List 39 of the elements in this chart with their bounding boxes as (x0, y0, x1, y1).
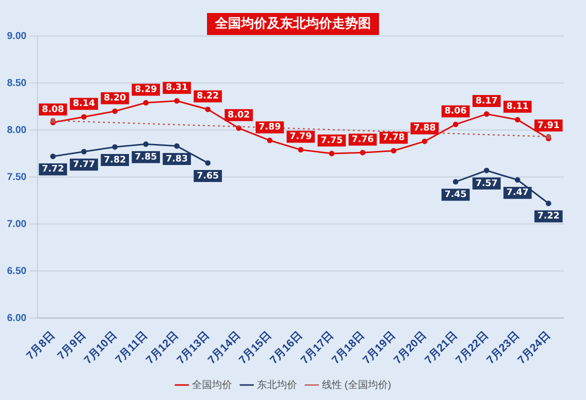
data-label: 8.17 (475, 96, 498, 106)
legend-label: 全国均价 (192, 378, 232, 391)
data-label: 7.82 (104, 155, 126, 166)
x-tick-label: 7月8日 (24, 330, 58, 362)
data-label: 7.47 (506, 188, 529, 198)
data-label: 8.06 (444, 106, 467, 117)
y-tick-label: 6.50 (6, 266, 27, 277)
y-tick-label: 7.00 (6, 218, 27, 230)
data-label: 7.79 (290, 132, 312, 142)
legend-label: 线性 (全国均价) (322, 378, 392, 391)
data-label: 8.11 (506, 102, 529, 112)
data-label: 7.83 (166, 154, 188, 164)
y-tick-label: 7.50 (6, 172, 27, 183)
data-label: 8.20 (104, 94, 126, 104)
data-label: 8.31 (166, 83, 188, 94)
data-label: 7.91 (537, 120, 560, 131)
data-label: 7.72 (42, 164, 64, 175)
y-tick-label: 8.00 (6, 124, 27, 136)
y-tick-label: 9.00 (6, 30, 27, 42)
data-label: 8.29 (134, 85, 157, 96)
y-tick-label: 8.50 (6, 78, 27, 89)
data-label: 7.85 (134, 152, 157, 162)
data-label: 8.02 (228, 110, 250, 121)
data-label: 8.08 (42, 104, 64, 115)
data-label: 7.75 (320, 136, 343, 146)
y-tick-label: 6.00 (6, 312, 27, 324)
data-label: 8.14 (72, 99, 96, 110)
data-label: 7.65 (196, 171, 219, 182)
data-label: 7.22 (537, 212, 560, 222)
data-label: 7.88 (414, 124, 436, 134)
data-label: 7.78 (382, 133, 405, 144)
legend-label: 东北均价 (256, 378, 297, 391)
data-label: 7.57 (475, 178, 498, 189)
data-label: 7.76 (352, 134, 374, 145)
data-label: 8.22 (196, 92, 219, 102)
chart-title: 全国均价及东北均价走势图 (214, 15, 371, 32)
data-label: 7.45 (444, 190, 467, 200)
data-label: 7.89 (258, 122, 281, 133)
data-label: 7.77 (72, 160, 96, 170)
